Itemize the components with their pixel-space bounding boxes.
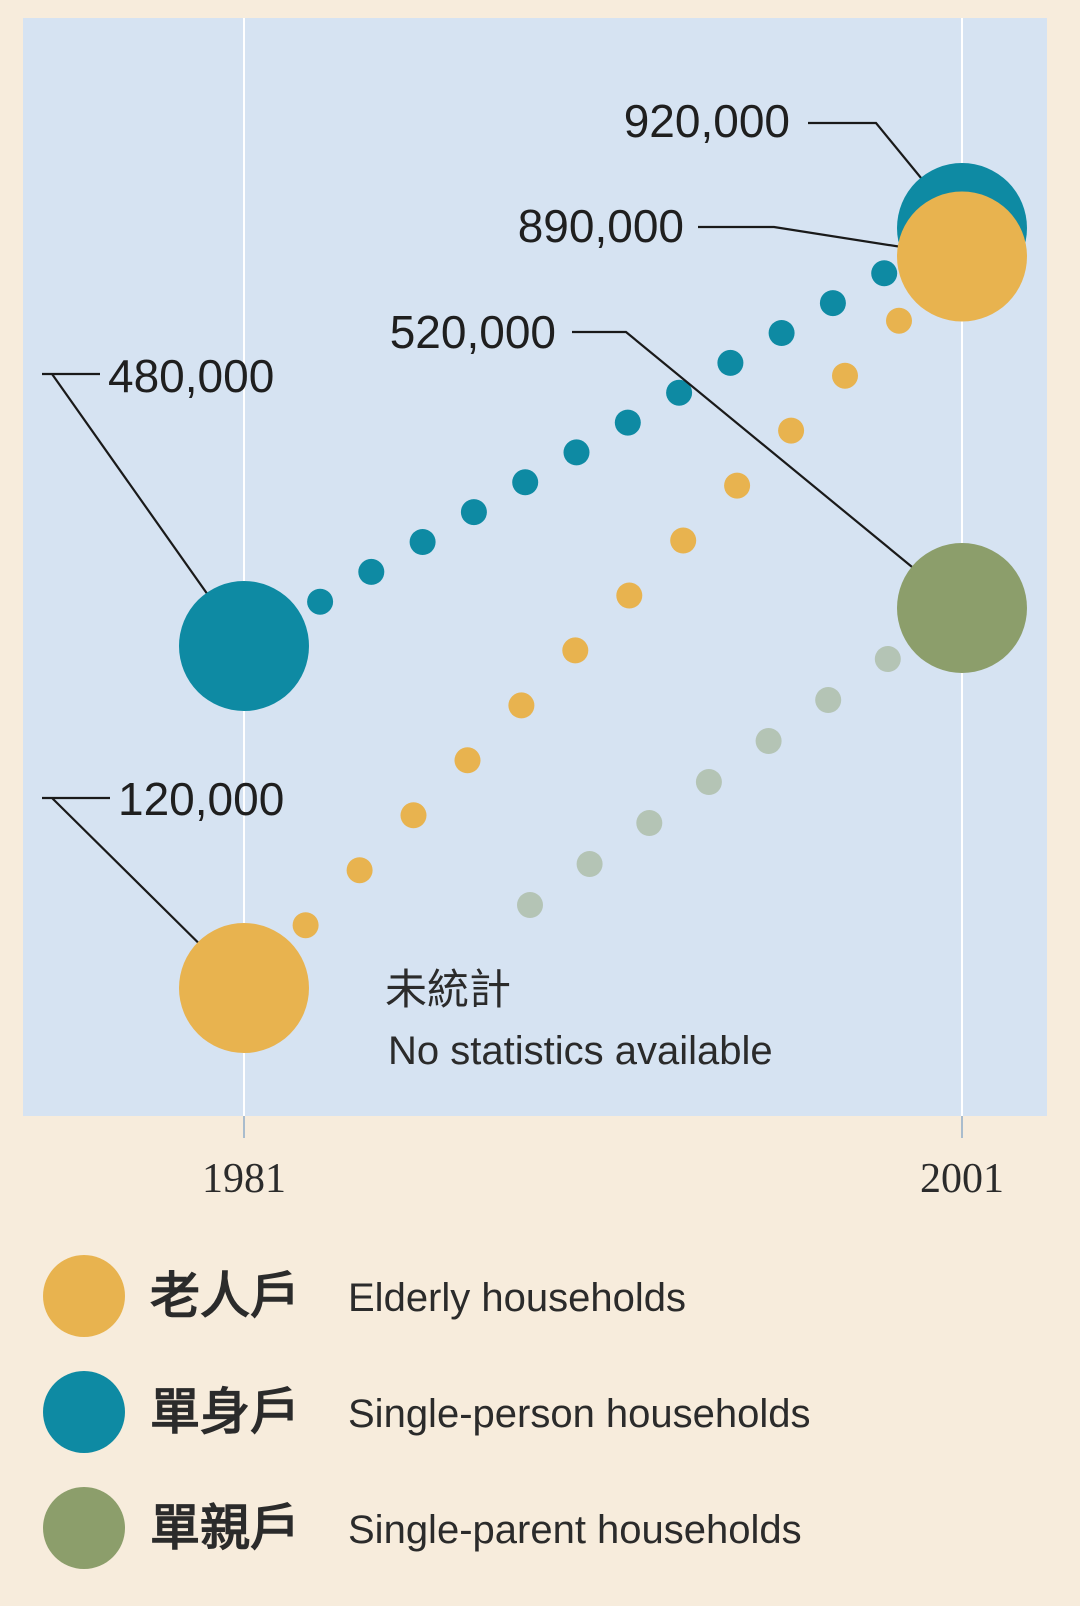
legend-label-zh: 單親戶	[150, 1499, 300, 1557]
legend-swatch-elderly	[43, 1255, 125, 1337]
data-point-single-parent	[897, 543, 1027, 673]
connector-dot-elderly	[454, 747, 481, 774]
legend-label-en: Single-person households	[348, 1392, 811, 1436]
data-label-single-parent: 520,000	[390, 306, 556, 358]
connector-dot-single-person	[871, 260, 898, 287]
connector-dot-single-person	[768, 320, 795, 346]
legend-swatch-single-person	[43, 1371, 125, 1453]
connector-dot-single-person	[614, 409, 641, 436]
connector-dot-single-person	[666, 379, 693, 406]
connector-dot-elderly	[292, 912, 319, 939]
legend: 老人戶 Elderly households 單身戶 Single-person…	[40, 1255, 1040, 1603]
data-point-single-person	[179, 581, 309, 711]
annotation-en: No statistics available	[388, 1029, 773, 1073]
connector-dot-single-person	[409, 529, 436, 555]
connector-dot-single-parent	[815, 687, 842, 713]
connector-dot-single-parent	[755, 728, 782, 754]
connector-dot-single-parent	[576, 851, 603, 877]
connector-dot-single-person	[358, 558, 385, 585]
connector-dot-elderly	[400, 802, 427, 829]
leader-line	[572, 330, 963, 609]
connector-dot-elderly	[346, 857, 373, 884]
connector-dot-elderly	[832, 362, 858, 389]
connector-dot-single-person	[307, 588, 334, 615]
connector-dot-elderly	[886, 307, 912, 334]
legend-label-zh: 單身戶	[150, 1383, 300, 1441]
legend-swatch-single-parent	[43, 1487, 125, 1569]
connector-dot-single-person	[819, 290, 846, 317]
legend-item-single-parent: 單親戶 Single-parent households	[40, 1487, 1040, 1603]
connector-dot-elderly	[778, 417, 805, 444]
connector-dot-single-person	[563, 439, 590, 466]
data-point-elderly	[897, 191, 1027, 322]
connector-dot-elderly	[508, 692, 535, 719]
x-tick-label: 2001	[920, 1156, 1004, 1202]
legend-item-single-person: 單身戶 Single-person households	[40, 1371, 1040, 1487]
annotation-zh: 未統計	[385, 965, 511, 1014]
plot-background	[23, 18, 1047, 1116]
connector-dot-single-person	[717, 349, 744, 376]
connector-dot-single-parent	[636, 810, 663, 836]
connector-dot-single-parent	[695, 769, 722, 795]
connector-dot-single-person	[512, 469, 539, 496]
data-point-elderly	[179, 923, 309, 1053]
data-label-single-person: 920,000	[624, 95, 790, 147]
connector-dot-single-person	[460, 499, 487, 526]
connector-dot-elderly	[724, 472, 751, 499]
connector-dot-single-parent	[874, 646, 901, 672]
legend-label-zh: 老人戶	[150, 1267, 300, 1325]
legend-item-elderly: 老人戶 Elderly households	[40, 1255, 1040, 1371]
connector-dot-single-parent	[517, 892, 543, 918]
data-label-elderly: 890,000	[518, 200, 684, 252]
connector-dot-elderly	[562, 637, 589, 664]
connector-dot-elderly	[670, 527, 697, 554]
data-label-single-person: 480,000	[108, 350, 274, 402]
data-label-elderly: 120,000	[118, 773, 284, 825]
legend-label-en: Single-parent households	[348, 1508, 802, 1552]
legend-label-en: Elderly households	[348, 1276, 686, 1320]
connector-dot-elderly	[616, 582, 643, 609]
x-tick-label: 1981	[202, 1156, 286, 1202]
